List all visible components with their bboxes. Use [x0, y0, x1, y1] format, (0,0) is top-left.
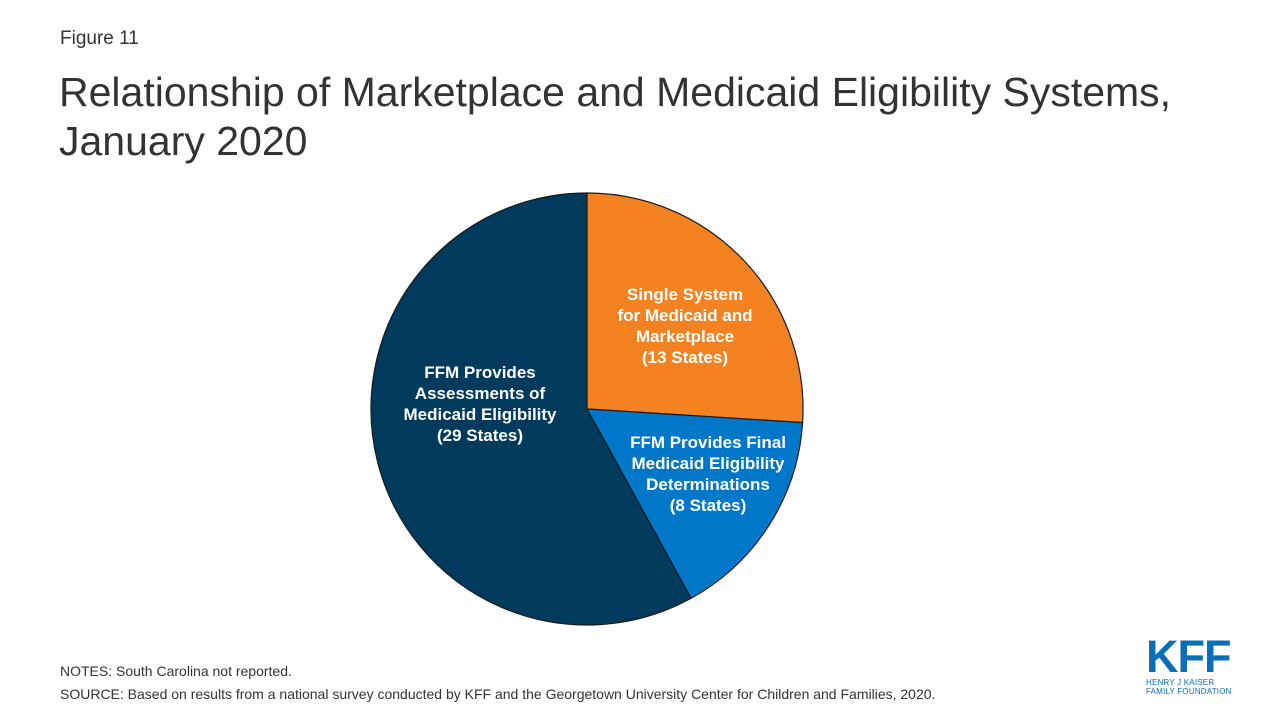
notes: NOTES: South Carolina not reported.	[60, 663, 292, 679]
logo-line-2: FAMILY FOUNDATION	[1146, 687, 1232, 696]
slice-label-line: (13 States)	[642, 348, 728, 367]
slice-label-line: Medicaid Eligibility	[631, 454, 785, 473]
slice-label-line: (8 States)	[670, 496, 747, 515]
slice-label-line: for Medicaid and	[617, 306, 752, 325]
slice-label-1: Single System for Medicaid and Marketplace…	[617, 285, 752, 367]
slice-label-line: Marketplace	[636, 327, 734, 346]
logo-line-1: HENRY J KAISER	[1146, 678, 1215, 687]
slice-label-line: Single System	[627, 285, 743, 304]
slice-label-line: FFM Provides Final	[630, 433, 786, 452]
pie-slice-2	[585, 408, 804, 600]
pie-slice-1	[586, 192, 804, 424]
slice-label-line: Determinations	[646, 475, 770, 494]
slice-label-line: Assessments of	[415, 384, 546, 403]
pie-slice-3	[370, 192, 692, 626]
chart-title: Relationship of Marketplace and Medicaid…	[59, 69, 1172, 164]
slice-label-line: FFM Provides	[424, 363, 535, 382]
logo-wordmark: KFF	[1146, 631, 1231, 682]
source: SOURCE: Based on results from a national…	[60, 686, 936, 702]
slice-label-2: FFM Provides Final Medicaid Eligibility De…	[630, 433, 786, 515]
slice-label-line: (29 States)	[437, 426, 523, 445]
figure-label: Figure 11	[60, 28, 139, 49]
kff-logo: KFF HENRY J KAISER FAMILY FOUNDATION	[1146, 631, 1236, 696]
slice-label-line: Medicaid Eligibility	[403, 405, 557, 424]
slice-label-3: FFM Provides Assessments of Medicaid Eligi…	[403, 363, 557, 445]
